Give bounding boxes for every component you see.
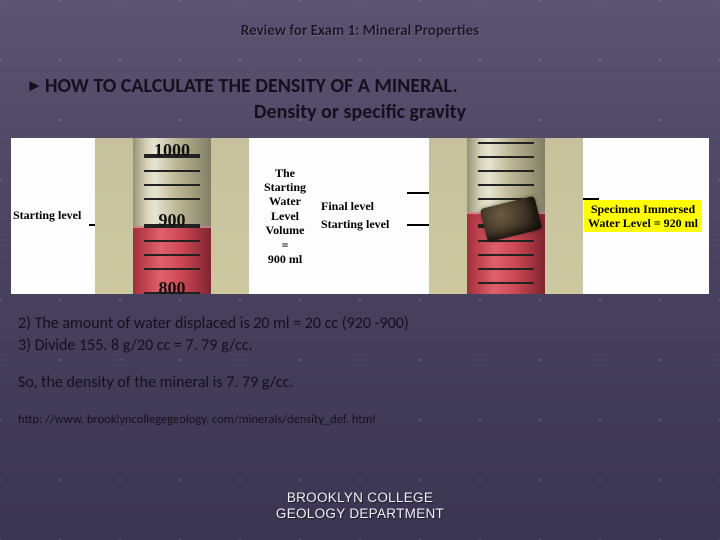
mid-caption: TheStartingWaterLevelVolume=900 ml — [249, 138, 321, 294]
highlight-caption: Specimen ImmersedWater Level = 920 ml — [583, 138, 703, 294]
immersed-level-highlight: Specimen ImmersedWater Level = 920 ml — [584, 200, 702, 233]
cylinder-graphic: 900 — [429, 138, 583, 294]
graduations: 1000900800 — [144, 138, 200, 294]
reference-url: http: //www. brooklyncollegegeology. com… — [18, 412, 704, 427]
label-starting-left: Starting level — [11, 138, 95, 294]
footer: BROOKLYN COLLEGE GEOLOGY DEPARTMENT — [0, 490, 720, 522]
section-subheading: Density or specific gravity — [0, 100, 720, 124]
final-level-label: Final level — [321, 200, 429, 214]
arrow-icon: ► — [26, 75, 43, 96]
starting-level-label: Starting level — [13, 209, 81, 223]
cylinder-graphic: 1000900800 — [95, 138, 249, 294]
calc-step-2: 2) The amount of water displaced is 20 m… — [18, 314, 704, 334]
figure-row: Starting level 1000900800 TheStartingWat… — [11, 138, 709, 294]
density-result: So, the density of the mineral is 7. 79 … — [18, 373, 704, 392]
starting-level-label-2: Starting level — [321, 218, 429, 232]
footer-line-2: GEOLOGY DEPARTMENT — [0, 506, 720, 522]
cylinder-before: 1000900800 — [95, 138, 249, 294]
section-heading: ►HOW TO CALCULATE THE DENSITY OF A MINER… — [26, 74, 720, 98]
cylinder-after: 900 — [429, 138, 583, 294]
page-title: Review for Exam 1: Mineral Properties — [0, 0, 720, 40]
heading-text: HOW TO CALCULATE THE DENSITY OF A MINERA… — [45, 74, 458, 98]
starting-volume-caption: TheStartingWaterLevelVolume=900 ml — [264, 166, 306, 267]
footer-line-1: BROOKLYN COLLEGE — [0, 490, 720, 506]
calc-step-3: 3) Divide 155. 8 g/20 cc = 7. 79 g/cc. — [18, 336, 704, 356]
mid-right-labels: Final level Starting level — [321, 138, 429, 294]
